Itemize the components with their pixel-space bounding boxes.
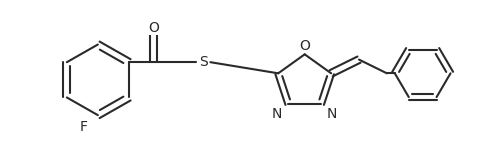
Text: S: S: [199, 55, 208, 69]
Text: O: O: [148, 21, 159, 35]
Text: N: N: [327, 107, 338, 121]
Text: N: N: [272, 107, 282, 121]
Text: F: F: [80, 120, 88, 134]
Text: O: O: [300, 39, 310, 53]
